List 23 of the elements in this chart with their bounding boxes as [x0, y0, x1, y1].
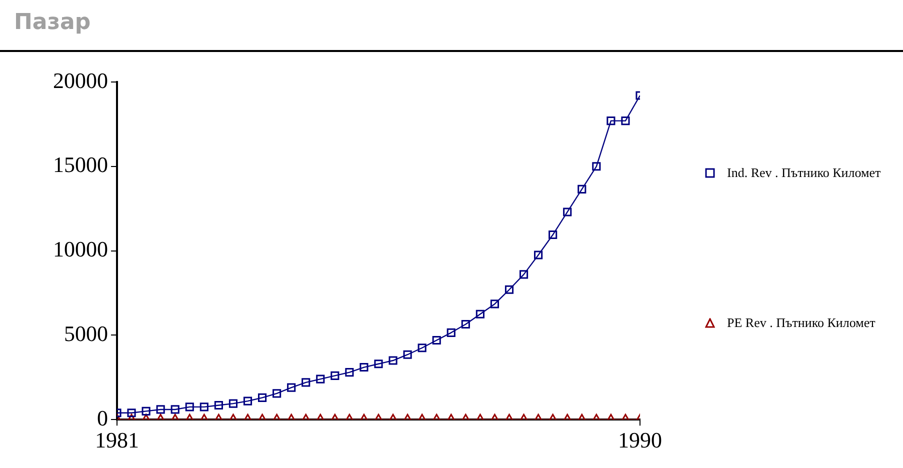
- y-tick-label: 5000: [64, 320, 108, 346]
- point: [548, 230, 558, 240]
- legend-label: PE Rev . Пътнико Километ: [727, 314, 876, 332]
- chart-title: Пазар: [0, 0, 903, 52]
- point: [519, 270, 528, 279]
- y-tick-label: 0: [97, 405, 108, 430]
- point: [504, 285, 514, 294]
- point: [446, 328, 456, 337]
- y-tick-label: 10000: [53, 236, 108, 262]
- point: [621, 116, 630, 126]
- x-tick-label: 1981: [95, 428, 139, 453]
- point: [578, 184, 586, 194]
- legend-label: Ind. Rev . Пътнико Километ: [727, 164, 882, 182]
- point: [592, 162, 601, 171]
- point: [490, 300, 500, 308]
- x-tick-label: 1990: [618, 428, 662, 453]
- point: [563, 208, 572, 216]
- point: [461, 320, 470, 329]
- point: [606, 116, 616, 126]
- y-tick-label: 15000: [53, 152, 108, 178]
- point: [476, 310, 484, 318]
- point: [534, 250, 543, 260]
- y-tick-label: 20000: [53, 68, 108, 93]
